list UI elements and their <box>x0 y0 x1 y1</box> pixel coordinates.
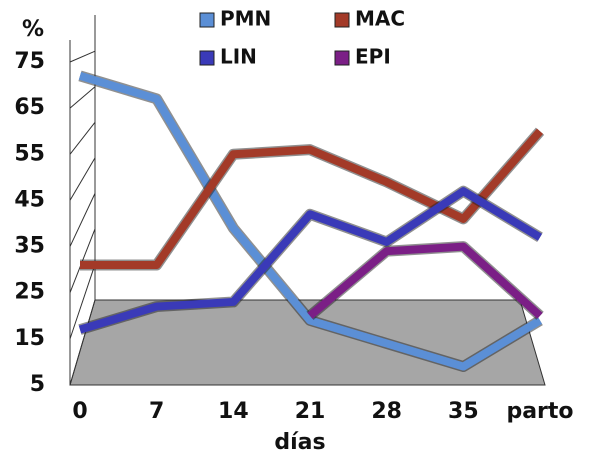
y-tick-label: 35 <box>14 234 45 259</box>
y-axis-label: % <box>22 17 44 42</box>
series-line <box>78 187 543 334</box>
y-tick-label: 45 <box>14 187 45 212</box>
legend-swatch <box>334 12 350 28</box>
x-tick-label: 0 <box>72 399 87 424</box>
y-tick-label: 15 <box>14 326 45 351</box>
y-tick-label: 75 <box>14 49 45 74</box>
series-line <box>80 128 544 270</box>
plot: 5 15 25 35 45 55 65 75 0 7 14 21 28 35 parto <box>14 49 573 424</box>
legend-swatch <box>199 50 215 66</box>
x-tick-label: 7 <box>149 399 164 424</box>
grid-line <box>69 121 96 155</box>
x-tick-label: parto <box>506 399 573 424</box>
y-tick-label: 25 <box>14 280 45 305</box>
x-tick-label: 21 <box>295 399 326 424</box>
legend-label: MAC <box>355 7 405 31</box>
y-tick-label: 5 <box>30 372 45 397</box>
x-tick-label: 14 <box>218 399 249 424</box>
y-tick-label: 65 <box>14 95 45 120</box>
series-line <box>78 72 543 371</box>
y-tick-label: 55 <box>14 141 45 166</box>
grid-line <box>69 50 96 63</box>
x-tick-label: 28 <box>371 399 402 424</box>
grid-line <box>69 264 96 340</box>
x-tick-label: 35 <box>448 399 479 424</box>
legend-swatch <box>199 12 215 28</box>
series-line <box>307 242 543 319</box>
x-axis-label: días <box>274 430 325 455</box>
grid-line <box>69 86 96 109</box>
legend-swatch <box>334 50 350 66</box>
grid-line <box>69 299 96 386</box>
legend-label: EPI <box>355 45 391 69</box>
legend-label: LIN <box>220 45 257 69</box>
grid-line <box>69 193 96 247</box>
grid-line <box>69 157 96 201</box>
legend-label: PMN <box>220 7 271 31</box>
